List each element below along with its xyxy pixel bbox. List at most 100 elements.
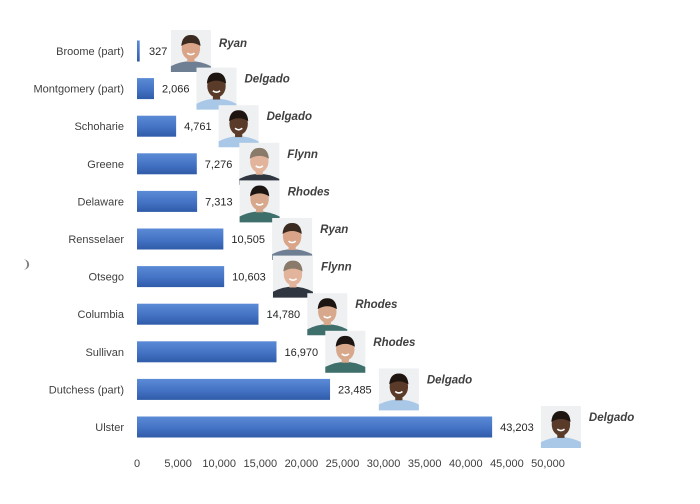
category-label: Dutchess (part) bbox=[49, 384, 124, 396]
photo-shirt bbox=[378, 399, 419, 411]
category-label: Otsego bbox=[89, 272, 124, 284]
data-label: 16,970 bbox=[284, 347, 318, 359]
data-label: 2,066 bbox=[162, 84, 190, 96]
bar-row: Ulster 43,203 Delgado bbox=[95, 406, 634, 448]
x-tick-label: 25,000 bbox=[326, 458, 360, 470]
x-tick-label: 35,000 bbox=[408, 458, 442, 470]
category-label: Sullivan bbox=[85, 347, 124, 359]
bars-group: Broome (part) 327 Ryan Montgomery (part) 2,0… bbox=[34, 30, 634, 448]
candidate-label: Rhodes bbox=[355, 299, 397, 311]
data-label: 10,505 bbox=[231, 234, 265, 246]
data-label: 14,780 bbox=[266, 309, 300, 321]
photo-smile bbox=[341, 353, 350, 357]
bar-row: Montgomery (part) 2,066 Delgado bbox=[34, 67, 290, 110]
candidate-photo bbox=[239, 180, 280, 223]
data-label: 7,313 bbox=[205, 196, 233, 208]
candidate-label: Ryan bbox=[320, 224, 348, 236]
candidate-photo bbox=[307, 293, 348, 336]
category-label: Delaware bbox=[78, 196, 124, 208]
candidate-photo bbox=[218, 105, 259, 148]
photo-smile bbox=[212, 90, 221, 93]
candidate-photo bbox=[239, 142, 280, 185]
bar-row: Rensselaer 10,505 Ryan bbox=[68, 218, 348, 260]
candidate-photo bbox=[272, 255, 313, 298]
candidate-label: Delgado bbox=[244, 74, 289, 86]
candidate-label: Rhodes bbox=[373, 337, 415, 349]
candidate-label: Delgado bbox=[427, 374, 472, 386]
photo-hair bbox=[181, 35, 201, 46]
candidate-photo bbox=[325, 330, 366, 373]
candidate-label: Delgado bbox=[589, 412, 634, 424]
photo-hair bbox=[335, 335, 355, 347]
bar bbox=[137, 378, 331, 400]
side-mark: ❩ bbox=[22, 259, 32, 271]
bar bbox=[137, 115, 177, 137]
bar bbox=[137, 78, 154, 100]
data-label: 4,761 bbox=[184, 121, 212, 133]
candidate-label: Delgado bbox=[267, 111, 312, 123]
bar-row: Dutchess (part) 23,485 Delgado bbox=[49, 368, 472, 411]
x-tick-label: 15,000 bbox=[243, 458, 277, 470]
photo-shirt bbox=[540, 437, 581, 448]
data-label: 327 bbox=[149, 46, 167, 58]
photo-smile bbox=[394, 390, 403, 394]
photo-smile bbox=[255, 202, 264, 206]
bar bbox=[137, 228, 224, 250]
photo-hair bbox=[250, 185, 270, 197]
x-tick-label: 45,000 bbox=[490, 458, 524, 470]
bar bbox=[137, 416, 493, 438]
candidate-photo bbox=[378, 368, 419, 411]
data-label: 43,203 bbox=[500, 422, 534, 434]
category-label: Schoharie bbox=[74, 121, 124, 133]
photo-hair bbox=[206, 72, 227, 84]
data-label: 23,485 bbox=[338, 384, 372, 396]
bar bbox=[137, 153, 197, 175]
candidate-label: Ryan bbox=[219, 38, 247, 50]
bar-row: Otsego 10,603 Flynn bbox=[89, 255, 352, 298]
bar bbox=[137, 40, 140, 62]
photo-hair bbox=[317, 298, 337, 310]
bar bbox=[137, 341, 277, 363]
data-label: 7,276 bbox=[205, 159, 233, 171]
photo-shirt bbox=[325, 361, 366, 373]
photo-smile bbox=[255, 165, 264, 169]
candidate-photo bbox=[170, 30, 211, 72]
x-tick-label: 10,000 bbox=[202, 458, 236, 470]
candidate-label: Flynn bbox=[321, 262, 352, 274]
category-label: Rensselaer bbox=[68, 234, 124, 246]
candidate-label: Flynn bbox=[287, 149, 318, 161]
photo-smile bbox=[323, 315, 332, 319]
axis-group: 0 5,000 10,000 15,000 20,000 25,000 30,000 35,0… bbox=[134, 458, 565, 470]
candidate-photo bbox=[540, 406, 581, 448]
bar-row: Columbia 14,780 Rhodes bbox=[78, 293, 397, 336]
photo-hair bbox=[551, 411, 571, 422]
data-label: 10,603 bbox=[232, 272, 266, 284]
bar-row: Delaware 7,313 Rhodes bbox=[78, 180, 330, 223]
category-label: Columbia bbox=[78, 309, 125, 321]
x-tick-label: 20,000 bbox=[285, 458, 319, 470]
bar bbox=[137, 190, 198, 212]
category-label: Montgomery (part) bbox=[34, 84, 124, 96]
photo-hair bbox=[229, 110, 249, 122]
bar bbox=[137, 266, 225, 288]
category-label: Greene bbox=[87, 159, 124, 171]
photo-smile bbox=[186, 52, 196, 56]
category-label: Ulster bbox=[95, 422, 124, 434]
photo-smile bbox=[234, 127, 243, 131]
bar bbox=[137, 303, 259, 325]
photo-shirt bbox=[239, 211, 280, 223]
x-tick-label: 5,000 bbox=[164, 458, 192, 470]
x-tick-label: 50,000 bbox=[531, 458, 565, 470]
photo-smile bbox=[556, 428, 566, 432]
x-tick-label: 0 bbox=[134, 458, 140, 470]
photo-shirt bbox=[272, 286, 313, 298]
bar-row: Broome (part) 327 Ryan bbox=[56, 30, 247, 72]
bar-row: Schoharie 4,761 Delgado bbox=[74, 105, 312, 148]
photo-hair bbox=[249, 147, 269, 159]
photo-hair bbox=[389, 373, 409, 385]
candidate-photo bbox=[272, 218, 313, 260]
category-label: Broome (part) bbox=[56, 46, 124, 58]
photo-hair bbox=[282, 223, 302, 234]
x-tick-label: 30,000 bbox=[367, 458, 401, 470]
